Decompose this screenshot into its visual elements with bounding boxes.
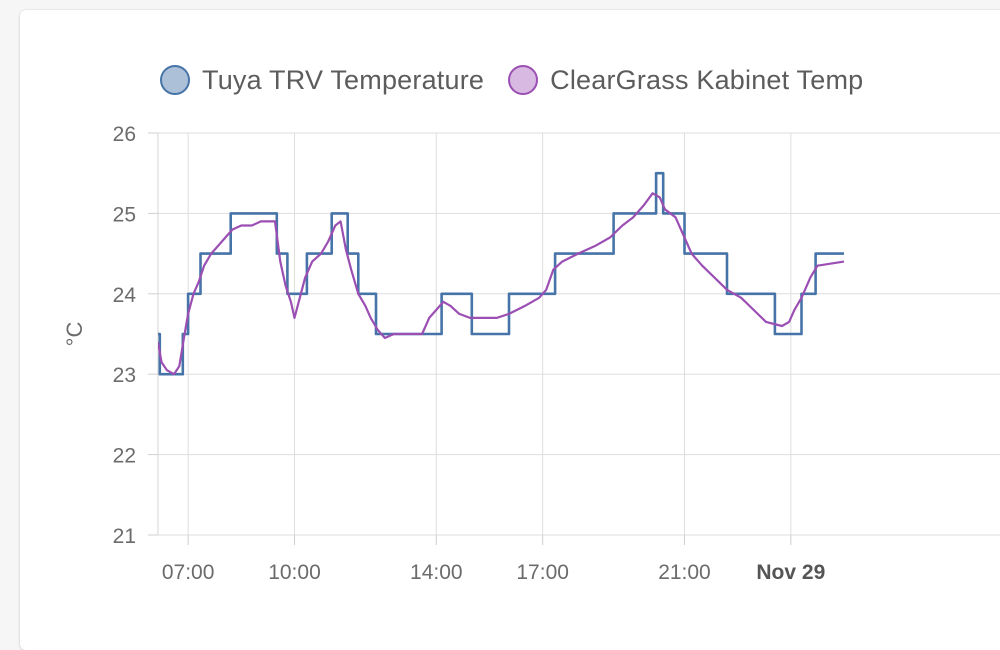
series-line-1[interactable]: [158, 192, 845, 376]
chart-legend: Tuya TRV Temperature ClearGrass Kabinet …: [160, 62, 863, 98]
legend-label-cleargrass: ClearGrass Kabinet Temp: [550, 64, 864, 95]
temperature-line-chart[interactable]: 21 22 23 24 25 26 07:00 10:00 14:00 17:00 21:00 Nov…: [0, 0, 1000, 620]
y-axis-label: °C: [62, 322, 87, 347]
x-tick-label-5: Nov 29: [756, 561, 825, 584]
legend-item-cleargrass[interactable]: ClearGrass Kabinet Temp: [508, 65, 863, 96]
legend-swatch-tuya: [160, 65, 190, 95]
x-tick-label-2: 14:00: [410, 561, 463, 584]
x-tick-label-4: 21:00: [658, 561, 711, 584]
y-tick-label-21: 21: [113, 525, 136, 548]
y-tick-label-26: 26: [113, 123, 136, 146]
legend-item-tuya[interactable]: Tuya TRV Temperature: [160, 65, 484, 96]
y-tick-label-25: 25: [113, 203, 136, 226]
y-tick-label-22: 22: [113, 445, 136, 468]
legend-label-tuya: Tuya TRV Temperature: [202, 64, 485, 95]
y-tick-label-23: 23: [113, 364, 136, 387]
x-tick-label-1: 10:00: [268, 561, 321, 584]
y-tick-label-24: 24: [113, 284, 137, 307]
series-line-0[interactable]: [158, 171, 844, 376]
legend-swatch-cleargrass: [508, 65, 539, 95]
x-tick-label-0: 07:00: [162, 561, 215, 584]
x-tick-label-3: 17:00: [516, 561, 569, 584]
